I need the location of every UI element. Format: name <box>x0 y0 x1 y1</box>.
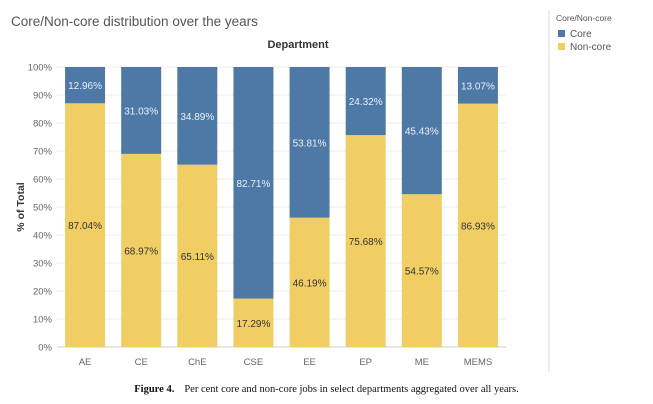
bar-non-core-cse <box>233 298 274 347</box>
legend-label: Non-core <box>570 42 612 53</box>
data-label: 31.03% <box>124 106 158 117</box>
bar-non-core-ce <box>121 153 162 347</box>
x-tick-label: ME <box>415 357 429 368</box>
data-label: 54.57% <box>405 267 439 278</box>
data-label: 75.68% <box>349 237 383 248</box>
y-tick-label: 100% <box>28 63 53 74</box>
data-label: 34.89% <box>180 112 214 123</box>
x-axis-ticks: AE CE ChE CSE EE EP ME MEMS <box>79 357 492 368</box>
x-tick-label: CE <box>135 357 148 368</box>
x-tick-label: CSE <box>244 357 264 368</box>
x-tick-label: MEMS <box>464 357 493 368</box>
bar-non-core-ee <box>289 217 330 347</box>
bar-core-che <box>177 67 218 165</box>
x-tick-label: AE <box>79 357 92 368</box>
bar-core-mems <box>457 67 498 104</box>
x-tick-label: EP <box>359 357 372 368</box>
bars: 87.04% 12.96% 68.97% 31.03% 65.11% 34.89% 17.2… <box>65 67 498 348</box>
y-tick-label: 70% <box>33 147 53 158</box>
y-axis-label: % of Total <box>15 182 27 231</box>
y-tick-label: 20% <box>33 287 53 298</box>
bar-core-ae <box>65 67 106 104</box>
data-label: 45.43% <box>405 127 439 138</box>
x-tick-label: EE <box>303 357 316 368</box>
y-axis-ticks: 0% 10% 20% 30% 40% 50% 60% 70% 80% 90% 100% <box>28 63 53 354</box>
bar-core-ce <box>121 67 162 154</box>
data-label: 12.96% <box>68 81 102 92</box>
x-axis-header: Department <box>267 39 328 51</box>
y-tick-label: 90% <box>33 91 53 102</box>
data-label: 53.81% <box>293 138 327 149</box>
y-tick-label: 80% <box>33 119 53 130</box>
bar-non-core-ae <box>65 103 106 348</box>
data-label: 86.93% <box>461 221 495 232</box>
data-label: 68.97% <box>124 246 158 257</box>
y-tick-label: 50% <box>33 203 53 214</box>
x-tick-label: ChE <box>188 357 206 368</box>
legend: Core/Non-core Core Non-core <box>556 13 612 53</box>
data-label: 65.11% <box>181 252 214 263</box>
data-label: 17.29% <box>236 319 270 330</box>
bar-non-core-ep <box>345 135 386 347</box>
data-label: 46.19% <box>293 278 327 289</box>
data-label: 24.32% <box>349 97 383 108</box>
y-tick-label: 60% <box>33 175 53 186</box>
bar-non-core-che <box>177 164 218 347</box>
bar-non-core-me <box>401 194 442 347</box>
data-label: 87.04% <box>68 221 102 232</box>
bar-core-cse <box>233 67 274 299</box>
legend-label: Core <box>570 29 592 40</box>
caption-label: Figure 4. <box>134 384 175 395</box>
legend-swatch-core <box>558 30 565 37</box>
y-tick-label: 40% <box>33 231 53 242</box>
data-label: 82.71% <box>236 179 270 190</box>
y-tick-label: 10% <box>33 315 53 326</box>
figure-caption: Figure 4. Per cent core and non-core jobs… <box>0 384 653 395</box>
legend-swatch-non-core <box>558 43 565 50</box>
data-label: 13.07% <box>461 81 495 92</box>
legend-title: Core/Non-core <box>556 13 612 23</box>
y-tick-label: 0% <box>38 343 52 354</box>
y-tick-label: 30% <box>33 259 53 270</box>
bar-non-core-mems <box>457 103 498 347</box>
bar-core-ep <box>345 67 386 136</box>
bar-core-ee <box>289 67 330 218</box>
bar-core-me <box>401 67 442 195</box>
caption-text: Per cent core and non-core jobs in selec… <box>184 384 519 395</box>
chart-title: Core/Non-core distribution over the year… <box>11 14 258 29</box>
